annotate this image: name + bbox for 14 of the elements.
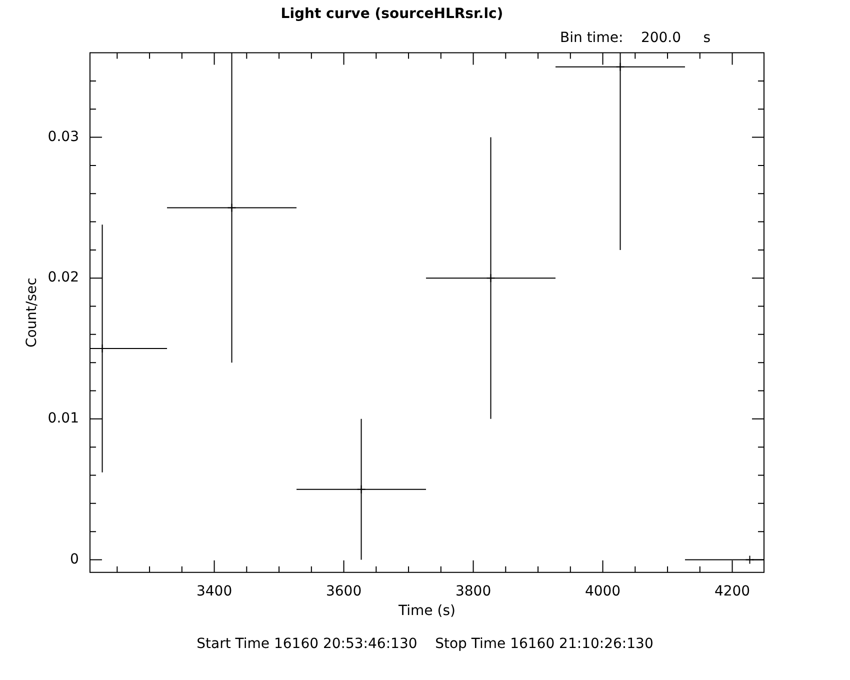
x-tick-label: 4200 [714, 583, 750, 600]
y-tick-label: 0 [70, 551, 79, 568]
y-tick-label: 0.02 [48, 270, 79, 286]
x-axis-title: Time (s) [398, 603, 456, 620]
chart-title: Light curve (sourceHLRsr.lc) [280, 6, 504, 22]
y-tick-label: 0.03 [48, 128, 79, 145]
x-tick-label: 3800 [455, 583, 492, 600]
x-tick-label: 4000 [584, 583, 621, 600]
x-tick-label: 3400 [196, 583, 232, 600]
text: Bin time: 200.0 s [560, 30, 711, 46]
text: Start Time 16160 20:53:46:130 Stop Time 16160 21:10:26:130 [196, 636, 654, 652]
y-axis-title: Count/sec [24, 278, 40, 348]
y-tick-label: 0.01 [48, 410, 79, 427]
x-tick-label: 3600 [326, 583, 362, 600]
